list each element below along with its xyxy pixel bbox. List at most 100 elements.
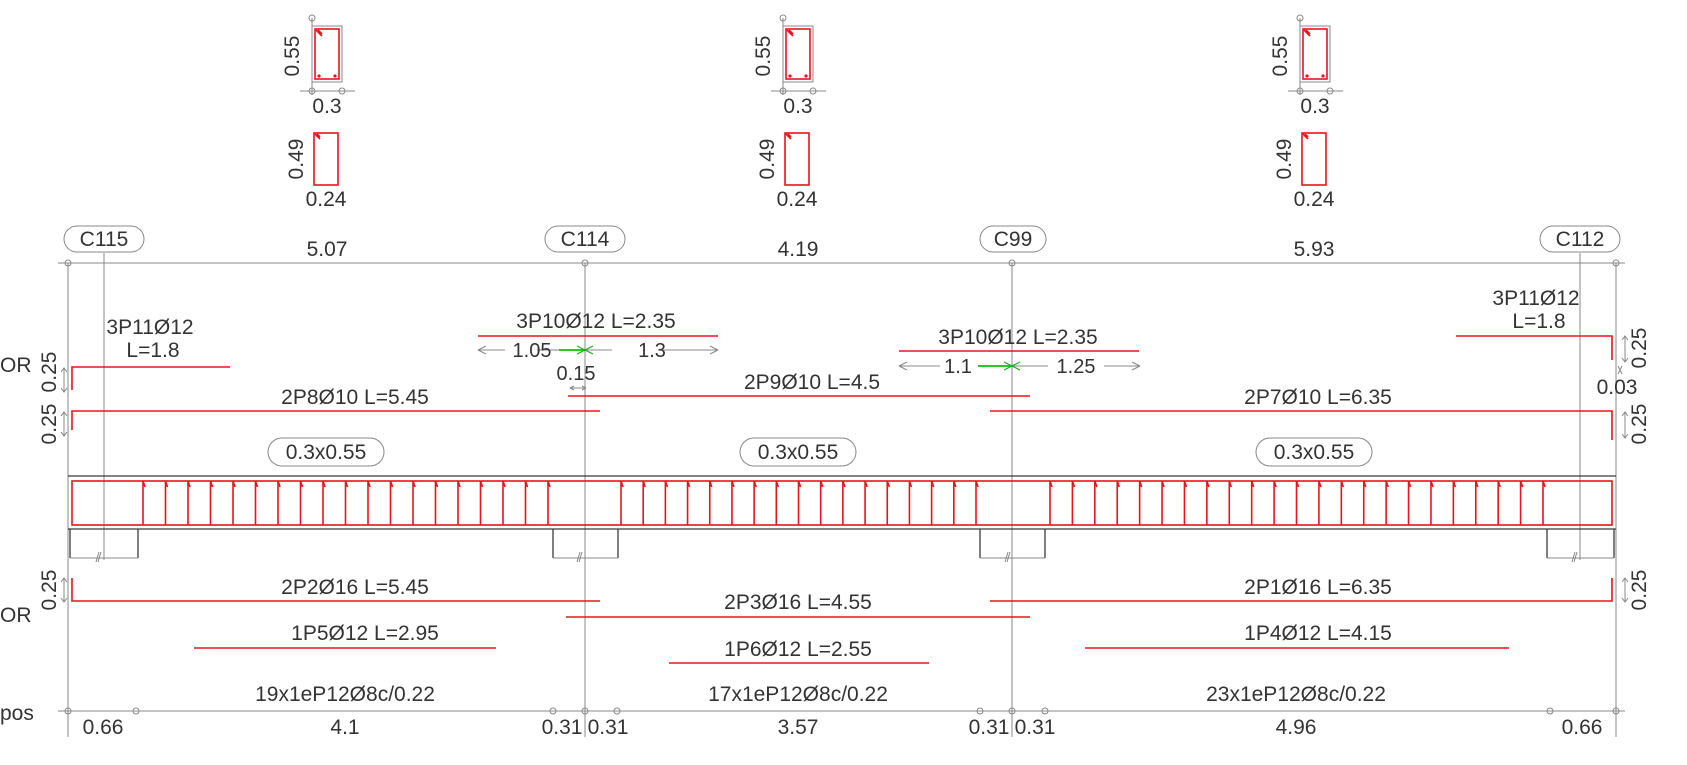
section-height-bottom: 0.49 [285, 139, 308, 180]
side-dim: 0.25 [1628, 328, 1651, 369]
stirrup-hook [1206, 480, 1210, 488]
stirrup-hook [1542, 480, 1546, 488]
stirrup-label: 19x1eP12Ø8c/0.22 [255, 683, 435, 706]
stirrup-hook [209, 480, 214, 488]
rebar-label-top-span1: 2P8Ø10 L=5.45 [281, 386, 429, 409]
beam-size-tags: 0.3x0.55 0.3x0.55 0.3x0.55 [267, 437, 1373, 467]
section-width-bottom: 0.24 [306, 188, 347, 211]
stirrup-hook [457, 480, 461, 488]
section-height-top: 0.55 [281, 36, 304, 77]
rebar-label-support-b: 3P10Ø12 L=2.35 [516, 310, 675, 333]
stirrup-hook [686, 480, 691, 488]
dim-right: 1.3 [638, 340, 666, 362]
span-lengths: 5.07 4.19 5.93 [307, 238, 1335, 261]
stirrup-hook [1273, 480, 1277, 488]
section-detail-2: 0.55 0.3 0.49 0.24 [752, 14, 826, 211]
section-width-top: 0.3 [1300, 95, 1329, 118]
stirrup-hook [254, 480, 259, 488]
stirrup-hook [1407, 480, 1412, 488]
bottom-dim: 0.66 [83, 716, 124, 739]
rebar-label-top-span3: 2P7Ø10 L=6.35 [1244, 386, 1392, 409]
side-label-bottom: OR [0, 604, 32, 627]
side-dim: 0.25 [38, 404, 61, 445]
bottom-dim: 0.31 [969, 716, 1010, 739]
stirrup-hook [886, 480, 891, 488]
side-label-stirrups: pos [0, 702, 34, 725]
stirrup-hook [819, 480, 824, 488]
rebar-label-left-end-1: 3P11Ø12 [106, 316, 193, 339]
stirrup-hook [412, 480, 416, 488]
side-dim: 0.25 [1628, 570, 1651, 611]
stirrup-hook [1183, 480, 1188, 488]
stirrup-hook [1318, 480, 1322, 488]
stirrup-hook [620, 480, 624, 488]
stirrup-hook [1138, 480, 1143, 488]
column-label: C99 [994, 228, 1033, 251]
rebar-label-left-end-2: L=1.8 [126, 339, 179, 362]
column-label: C114 [561, 228, 610, 251]
stirrup-hook [142, 480, 146, 488]
stirrup-hook [731, 480, 735, 488]
bottom-reinforcement: 2P2Ø16 L=5.45 2P3Ø16 L=4.55 2P1Ø16 L=6.3… [71, 576, 1613, 664]
side-dim: 0.25 [38, 570, 61, 611]
stirrup-hook [930, 480, 935, 488]
dim-right: 1.25 [1057, 356, 1096, 378]
bottom-dim: 4.1 [330, 716, 359, 739]
axis-lines [58, 253, 1625, 737]
stirrup-hook [344, 480, 349, 488]
rebar-label-bottom-span2: 2P3Ø16 L=4.55 [724, 591, 872, 614]
side-dimensions: OR OR pos 0.25 0.25 0.25 0.25 0.03 0.25 … [0, 328, 1651, 725]
stirrup-hook [1094, 480, 1098, 488]
rebar-label-support-c: 3P10Ø12 L=2.35 [938, 326, 1097, 349]
stirrup-hook [1250, 480, 1255, 488]
side-label-top: OR [0, 354, 32, 377]
beam-size: 0.3x0.55 [758, 441, 839, 464]
stirrup-hook [753, 480, 757, 488]
dim-left: 1.05 [513, 340, 552, 362]
dim-gap: 0.15 [557, 363, 596, 385]
stirrup-hook [797, 480, 802, 488]
section-detail-3: 0.55 0.3 0.49 0.24 [1269, 14, 1343, 211]
rebar-label-top-span2: 2P9Ø10 L=4.5 [744, 371, 880, 394]
stirrup-hook [842, 480, 846, 488]
stirrup-hook [164, 480, 169, 488]
stirrup-hook [1497, 480, 1501, 488]
rebar-label-extra1: 1P5Ø12 L=2.95 [291, 622, 439, 645]
stirrup-hook [708, 480, 713, 488]
stirrup-hook [1071, 480, 1076, 488]
rebar-label-right-end-1: 3P11Ø12 [1492, 287, 1579, 310]
dim-left: 1.1 [944, 356, 972, 378]
span-length: 5.07 [307, 238, 348, 261]
stirrup-hook [1385, 480, 1389, 488]
rebar-label-extra2: 1P6Ø12 L=2.55 [724, 638, 872, 661]
section-height-top: 0.55 [752, 36, 775, 77]
side-dim: 0.25 [1628, 404, 1651, 445]
section-height-bottom: 0.49 [756, 139, 779, 180]
stirrup-hook [187, 480, 191, 488]
bottom-dim: 0.31 [1015, 716, 1056, 739]
stirrup-hook [547, 480, 551, 488]
column-label: C112 [1556, 228, 1605, 251]
stirrup-hook [322, 480, 326, 488]
stirrup-hook [367, 480, 371, 488]
stirrup-hook [1049, 480, 1053, 488]
stirrup-hook [642, 480, 646, 488]
stirrup-hook [664, 480, 669, 488]
bottom-dimension-line: 0.66 4.1 0.31 0.31 3.57 0.31 0.31 4.96 0… [58, 707, 1625, 739]
stirrup-hook [1475, 480, 1479, 488]
stirrup-hook [434, 480, 439, 488]
beam-size: 0.3x0.55 [286, 441, 367, 464]
rebar-label-bottom-span1: 2P2Ø16 L=5.45 [281, 576, 429, 599]
section-detail-1: 0.55 0.3 0.49 0.24 [281, 14, 355, 211]
stirrup-labels: 19x1eP12Ø8c/0.22 17x1eP12Ø8c/0.22 23x1eP… [255, 683, 1386, 706]
stirrup-hook [479, 480, 484, 488]
stirrup-hook [1161, 480, 1165, 488]
stirrup-hook [775, 480, 780, 488]
bottom-dim: 0.66 [1562, 716, 1603, 739]
stirrup-hook [502, 480, 506, 488]
beam-size: 0.3x0.55 [1274, 441, 1355, 464]
stirrup-hook [975, 480, 979, 488]
stirrup-label: 23x1eP12Ø8c/0.22 [1206, 683, 1386, 706]
section-width-top: 0.3 [312, 95, 341, 118]
section-width-top: 0.3 [783, 95, 812, 118]
